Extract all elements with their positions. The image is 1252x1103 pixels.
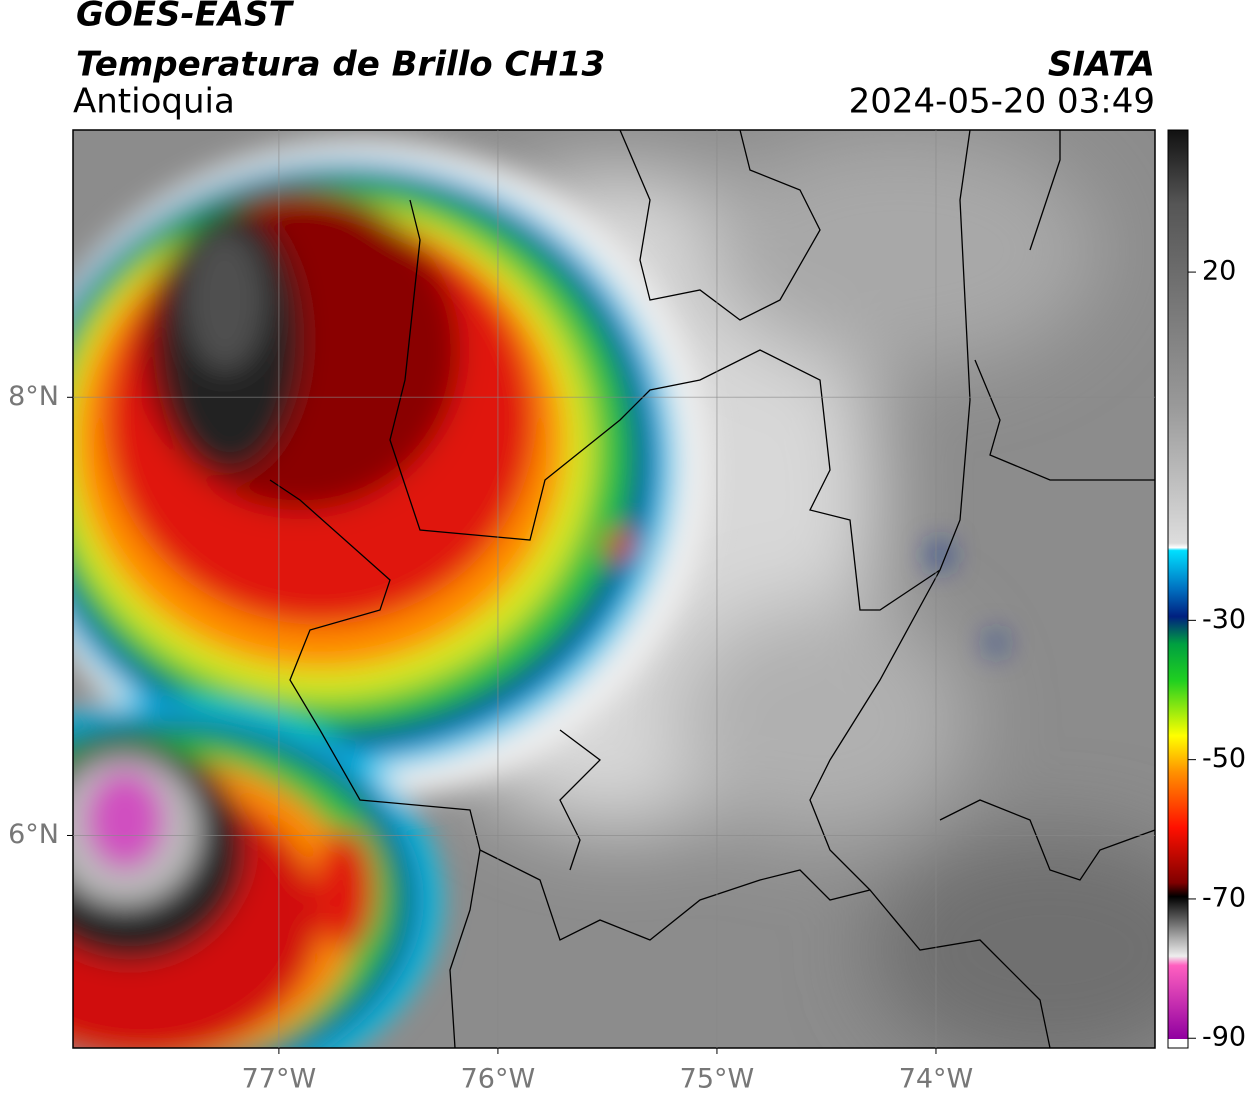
x-tick-label: 76°W xyxy=(461,1064,536,1095)
colorbar-tick-label: 20 xyxy=(1202,256,1236,287)
colorbar xyxy=(1167,129,1189,1049)
subtitle: Temperatura de Brillo CH13 xyxy=(76,45,605,85)
datetime: 2024-05-20 03:49 xyxy=(849,82,1155,122)
x-tick-label: 74°W xyxy=(899,1064,974,1095)
y-tick-label: 8°N xyxy=(8,381,59,412)
plot-frame xyxy=(72,129,1156,1049)
satellite-image xyxy=(73,130,1155,1048)
x-tick-label: 77°W xyxy=(242,1064,317,1095)
colorbar-tick-label: -50 xyxy=(1202,743,1246,774)
colorbar-tick-label: -70 xyxy=(1202,882,1246,913)
agency: SIATA xyxy=(1048,45,1155,85)
title: GOES-EAST xyxy=(76,0,295,35)
region: Antioquia xyxy=(73,82,235,122)
x-tick-label: 75°W xyxy=(680,1064,755,1095)
colorbar-tick-label: -90 xyxy=(1202,1022,1246,1053)
y-tick-label: 6°N xyxy=(8,819,59,850)
colorbar-tick-label: -30 xyxy=(1202,604,1246,635)
